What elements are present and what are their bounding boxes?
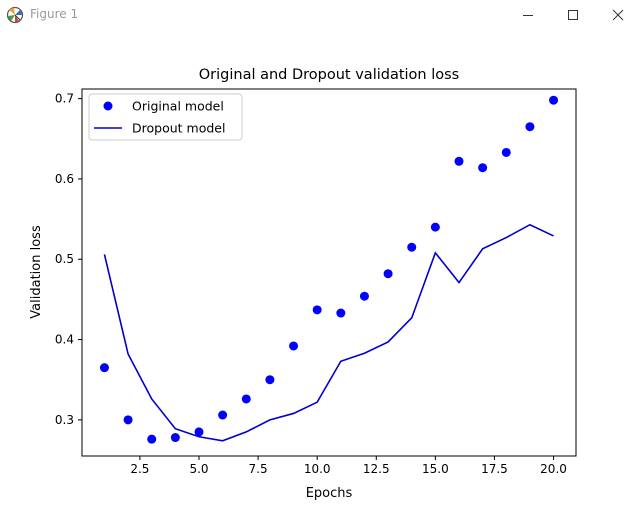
x-tick-label: 20.0 bbox=[540, 462, 567, 476]
close-icon bbox=[612, 6, 624, 25]
plot-frame bbox=[81, 88, 577, 457]
legend-box bbox=[88, 93, 243, 141]
y-tick-label: 0.5 bbox=[55, 252, 74, 266]
x-tick-label: 10.0 bbox=[304, 462, 331, 476]
data-point-original-model bbox=[218, 410, 228, 420]
window-title: Figure 1 bbox=[30, 7, 79, 21]
x-axis-label: Epochs bbox=[306, 486, 353, 501]
data-point-original-model bbox=[241, 394, 251, 404]
data-point-original-model bbox=[123, 415, 133, 425]
minimize-button[interactable] bbox=[505, 0, 551, 30]
data-point-original-model bbox=[478, 163, 488, 173]
data-point-original-model bbox=[430, 222, 440, 232]
x-tick-label: 12.5 bbox=[363, 462, 390, 476]
data-point-original-model bbox=[359, 291, 369, 301]
data-point-original-model bbox=[289, 341, 299, 351]
x-tick-label: 5.0 bbox=[189, 462, 208, 476]
data-point-original-model bbox=[407, 242, 417, 252]
x-tick-label: 15.0 bbox=[422, 462, 449, 476]
data-point-original-model bbox=[336, 308, 346, 318]
data-point-original-model bbox=[99, 363, 109, 373]
y-tick-label: 0.3 bbox=[55, 413, 74, 427]
plot-layer: 2.5 5.0 7.5 10.0 12.5 15.0 17.5 20.0 0.3 0.4 0.5 0.… bbox=[55, 88, 577, 476]
minimize-icon bbox=[522, 6, 534, 25]
figure-canvas: Original and Dropout validation loss Epo… bbox=[0, 30, 642, 504]
data-point-original-model bbox=[170, 433, 180, 443]
data-point-original-model bbox=[454, 156, 464, 166]
data-point-original-model bbox=[501, 147, 511, 157]
y-tick-label: 0.6 bbox=[55, 172, 74, 186]
close-button[interactable] bbox=[595, 0, 641, 30]
data-point-original-model bbox=[265, 375, 275, 385]
maximize-icon bbox=[567, 6, 579, 25]
data-point-original-model bbox=[549, 95, 559, 105]
chart-svg: Original and Dropout validation loss Epo… bbox=[29, 67, 577, 501]
legend-entry-label: Original model bbox=[132, 99, 224, 114]
data-point-original-model bbox=[194, 427, 204, 437]
legend-entry-label: Dropout model bbox=[132, 121, 225, 136]
y-tick-label: 0.7 bbox=[55, 92, 74, 106]
y-tick-label: 0.4 bbox=[55, 333, 74, 347]
title-bar[interactable]: Figure 1 bbox=[0, 0, 642, 30]
maximize-button[interactable] bbox=[550, 0, 596, 30]
legend-marker-swatch bbox=[103, 101, 113, 111]
x-tick-label: 7.5 bbox=[249, 462, 268, 476]
data-point-original-model bbox=[147, 434, 157, 444]
matplotlib-figure-icon bbox=[6, 6, 24, 24]
y-axis-label: Validation loss bbox=[29, 225, 44, 319]
data-point-original-model bbox=[383, 269, 393, 279]
x-tick-label: 17.5 bbox=[481, 462, 508, 476]
data-point-original-model bbox=[525, 122, 535, 132]
chart-title: Original and Dropout validation loss bbox=[199, 67, 459, 83]
data-point-original-model bbox=[312, 305, 322, 315]
x-tick-label: 2.5 bbox=[130, 462, 149, 476]
series-line-dropout-model bbox=[103, 223, 554, 442]
